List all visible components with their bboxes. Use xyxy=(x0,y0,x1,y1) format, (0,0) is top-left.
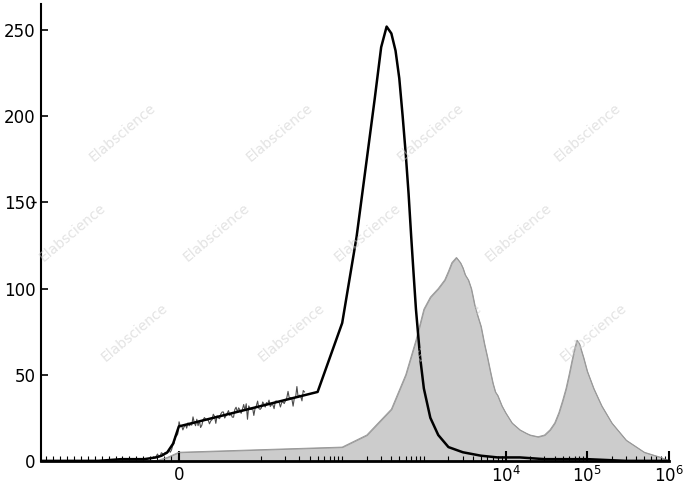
Text: Elabscience: Elabscience xyxy=(394,100,466,164)
Text: Elabscience: Elabscience xyxy=(551,100,623,164)
Text: Elabscience: Elabscience xyxy=(87,100,158,164)
Text: Elabscience: Elabscience xyxy=(99,301,171,365)
Text: Elabscience: Elabscience xyxy=(482,201,554,264)
Text: Elabscience: Elabscience xyxy=(36,201,108,264)
Text: Elabscience: Elabscience xyxy=(332,201,403,264)
Text: Elabscience: Elabscience xyxy=(180,201,252,264)
Text: Elabscience: Elabscience xyxy=(256,301,328,365)
Text: Elabscience: Elabscience xyxy=(413,301,485,365)
Text: Elabscience: Elabscience xyxy=(557,301,630,365)
Text: Elabscience: Elabscience xyxy=(244,100,315,164)
